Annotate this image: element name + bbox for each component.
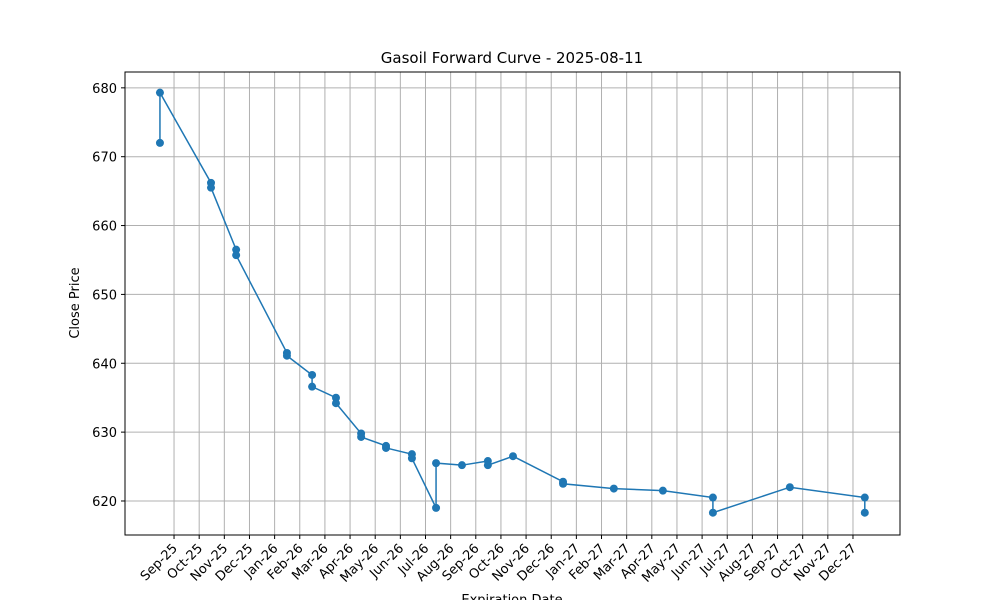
data-point: [860, 508, 869, 517]
data-point: [155, 138, 164, 147]
data-point: [155, 88, 164, 97]
data-point: [206, 183, 215, 192]
data-point: [483, 461, 492, 470]
data-point: [860, 493, 869, 502]
x-axis-label: Expiration Date: [461, 593, 562, 600]
plot-frame: [124, 71, 901, 536]
data-point: [509, 452, 518, 461]
data-point: [357, 432, 366, 441]
data-point: [308, 370, 317, 379]
data-point: [308, 382, 317, 391]
y-tick-label: 660: [92, 220, 117, 235]
data-point: [457, 461, 466, 470]
chart-title: Gasoil Forward Curve - 2025-08-11: [381, 49, 643, 67]
data-point: [658, 486, 667, 495]
y-tick-label: 650: [92, 288, 117, 303]
y-tick-label: 670: [92, 151, 117, 166]
data-point: [559, 479, 568, 488]
data-point: [708, 493, 717, 502]
y-tick-label: 630: [92, 426, 117, 441]
data-point: [432, 503, 441, 512]
y-tick-label: 640: [92, 357, 117, 372]
data-point: [382, 443, 391, 452]
y-tick-label: 620: [92, 495, 117, 510]
data-point: [407, 454, 416, 463]
data-point: [282, 351, 291, 360]
data-point: [432, 459, 441, 468]
data-point: [708, 508, 717, 517]
data-point: [785, 483, 794, 492]
data-point: [232, 245, 241, 254]
data-point: [331, 393, 340, 402]
data-point: [609, 484, 618, 493]
data-point: [232, 251, 241, 260]
data-point: [331, 399, 340, 408]
y-tick-label: 680: [92, 82, 117, 97]
y-axis-label: Close Price: [68, 267, 83, 338]
